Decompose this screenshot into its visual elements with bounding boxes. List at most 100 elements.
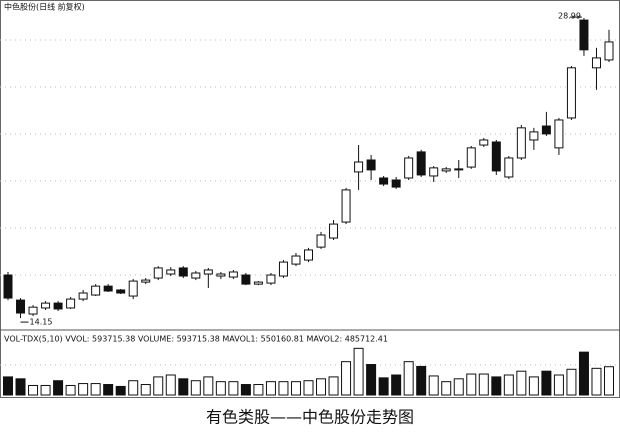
candle-body — [203, 269, 213, 275]
candle-body — [604, 41, 614, 61]
candle-body — [529, 131, 539, 141]
volume-bar — [53, 380, 64, 396]
candle-body — [141, 279, 151, 283]
candle-body — [191, 272, 201, 279]
volume-bar — [416, 365, 427, 396]
chart-title: 中色股份(日线 前复权) — [4, 2, 85, 12]
volume-bar — [278, 381, 289, 396]
candle-body — [579, 19, 589, 51]
candle-body — [341, 189, 351, 223]
candle-body — [266, 274, 276, 284]
candle-body — [41, 302, 51, 309]
volume-bar — [604, 366, 614, 396]
candle-body — [3, 274, 13, 299]
volume-bar — [265, 381, 276, 396]
candle-body — [566, 67, 576, 119]
volume-bar — [553, 374, 564, 396]
volume-bar — [391, 374, 402, 396]
candle-body — [228, 271, 238, 278]
volume-bar — [541, 370, 552, 396]
candle-body — [429, 167, 439, 177]
candle-body — [441, 168, 451, 172]
high-annotation: 28.99 — [558, 12, 581, 21]
volume-bar — [303, 380, 314, 396]
volume-bar — [316, 378, 327, 396]
candle-body — [404, 157, 414, 179]
volume-bar — [103, 384, 114, 396]
volume-bar — [253, 384, 264, 396]
volume-bar — [566, 368, 577, 396]
candle-body — [128, 280, 138, 297]
candle-body — [241, 274, 251, 285]
volume-bar — [528, 376, 539, 396]
volume-bar — [153, 376, 164, 396]
candle-body — [591, 57, 601, 69]
candle-body — [516, 127, 526, 159]
volume-bar — [115, 385, 126, 396]
volume-bar — [341, 361, 352, 396]
candle-body — [278, 261, 288, 277]
candle-body — [504, 157, 514, 178]
volume-bar — [28, 384, 39, 396]
candle-body — [253, 281, 263, 285]
candle-body — [491, 141, 501, 172]
volume-bar — [203, 376, 214, 396]
volume-bar — [228, 381, 239, 396]
candle-body — [479, 139, 489, 146]
volume-bar — [128, 380, 139, 396]
volume-bar — [290, 381, 301, 396]
volume-bar — [328, 376, 339, 396]
plot-area: 14.15 28.99 — [3, 12, 614, 396]
candle-body — [53, 302, 63, 310]
candle-body — [554, 119, 564, 149]
volume-bar — [591, 367, 602, 396]
candle-body — [166, 269, 176, 275]
volume-bar — [428, 375, 439, 396]
volume-bar — [478, 373, 489, 396]
volume-bar — [366, 364, 377, 396]
volume-bar — [165, 374, 176, 396]
candle-body — [178, 267, 188, 277]
candle-body — [16, 299, 26, 314]
candle-body — [416, 151, 426, 176]
volume-bar — [65, 384, 76, 396]
volume-bar — [491, 376, 502, 396]
volume-bar — [3, 376, 13, 396]
volume-bar — [578, 351, 589, 396]
volume-bar — [190, 380, 201, 396]
volume-bar — [403, 361, 414, 396]
volume-bar — [453, 378, 464, 396]
candle-body — [379, 177, 389, 185]
volume-bar — [40, 384, 51, 396]
candle-body — [153, 267, 163, 279]
volume-bar — [516, 370, 527, 396]
volume-bar — [78, 383, 89, 396]
volume-bar — [240, 384, 251, 396]
volume-bar — [503, 374, 514, 396]
volume-header: VOL-TDX(5,10) VVOL: 593715.38 VOLUME: 59… — [4, 335, 388, 344]
volume-bar — [15, 378, 26, 396]
volume-bar — [378, 377, 389, 396]
volume-bar — [140, 384, 151, 396]
candle-body — [28, 306, 38, 315]
candle-body — [454, 168, 464, 171]
candle-body — [91, 285, 101, 296]
candle-body — [366, 159, 376, 171]
candle-body — [291, 255, 301, 265]
candle-body — [216, 273, 226, 277]
candle-body — [329, 223, 339, 239]
candle-body — [466, 147, 476, 168]
volume-bar — [466, 373, 477, 396]
caption: 有色类股——中色股份走势图 — [206, 408, 414, 427]
candle-body — [304, 249, 313, 261]
candle-body — [354, 161, 364, 173]
candle-body — [103, 285, 113, 292]
volume-bar — [441, 381, 452, 396]
volume-bar — [353, 347, 364, 396]
volume-bar — [178, 378, 189, 396]
volume-bar — [215, 381, 226, 396]
candle-body — [66, 298, 76, 309]
candle-body — [541, 125, 551, 135]
dotted-guides — [0, 39, 620, 366]
